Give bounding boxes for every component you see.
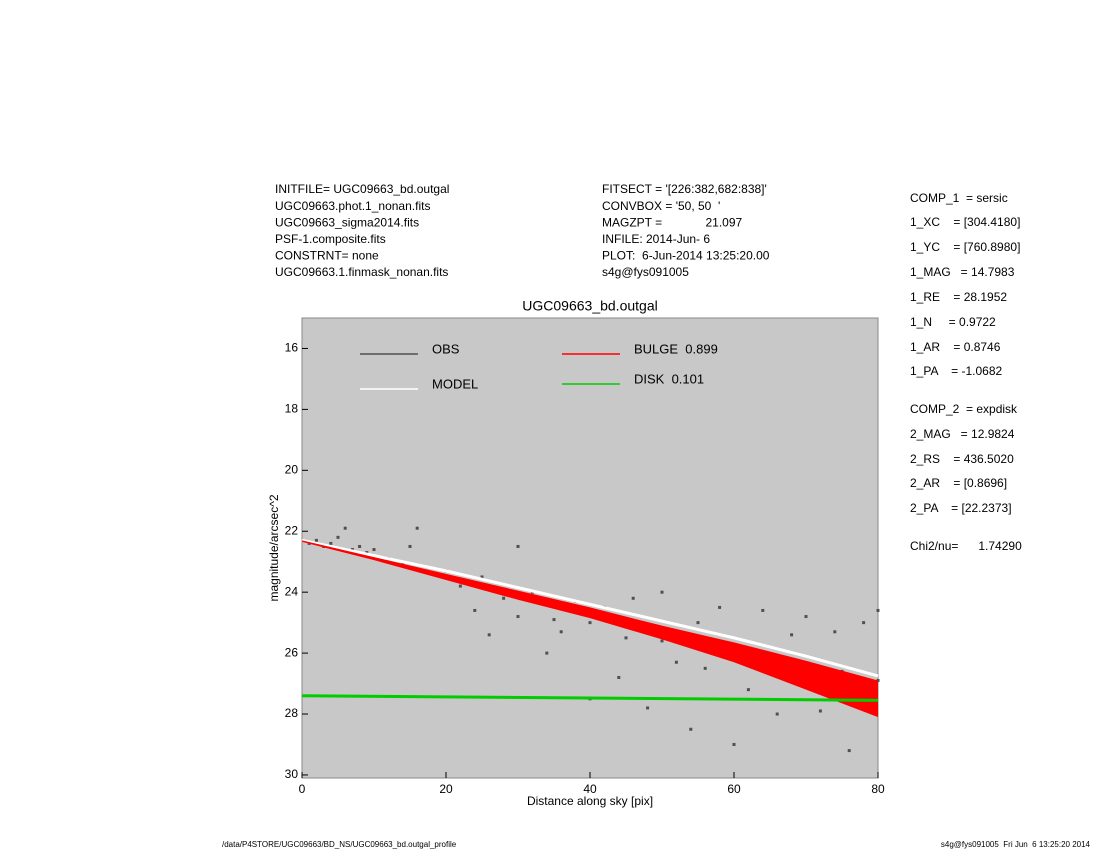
obs-point bbox=[624, 636, 628, 640]
obs-point bbox=[718, 605, 722, 609]
obs-point bbox=[876, 608, 880, 612]
obs-point bbox=[689, 727, 693, 731]
header-line: PLOT: 6-Jun-2014 13:25:20.00 bbox=[602, 249, 770, 263]
obs-point bbox=[329, 541, 333, 545]
obs-point bbox=[372, 548, 376, 552]
obs-point bbox=[746, 688, 750, 692]
obs-point bbox=[343, 526, 347, 530]
fit-parameter: 2_RS = 436.5020 bbox=[910, 452, 1014, 466]
obs-point bbox=[617, 675, 621, 679]
header-line: CONSTRNT= none bbox=[275, 249, 379, 263]
obs-point bbox=[516, 544, 520, 548]
fit-parameter: 1_AR = 0.8746 bbox=[910, 340, 1001, 354]
obs-point bbox=[833, 630, 837, 634]
y-tick-label: 30 bbox=[285, 767, 299, 781]
obs-point bbox=[696, 621, 700, 625]
obs-point bbox=[516, 615, 520, 619]
obs-point bbox=[818, 709, 822, 713]
obs-point bbox=[314, 538, 318, 542]
header-line: UGC09663.1.finmask_nonan.fits bbox=[275, 265, 448, 279]
fit-parameter: 1_N = 0.9722 bbox=[910, 315, 996, 329]
obs-point bbox=[588, 621, 592, 625]
obs-point bbox=[631, 596, 635, 600]
fit-parameter: 1_YC = [760.8980] bbox=[910, 240, 1020, 254]
x-tick-label: 40 bbox=[583, 782, 597, 796]
header-line: INITFILE= UGC09663_bd.outgal bbox=[275, 182, 449, 196]
header-line: UGC09663.phot.1_nonan.fits bbox=[275, 199, 430, 213]
header-line: UGC09663_sigma2014.fits bbox=[275, 215, 419, 229]
obs-point bbox=[703, 666, 707, 670]
obs-point bbox=[415, 526, 419, 530]
obs-point bbox=[545, 651, 549, 655]
obs-point bbox=[502, 596, 506, 600]
header-line: MAGZPT = 21.097 bbox=[602, 215, 742, 229]
x-tick-label: 20 bbox=[439, 782, 453, 796]
x-tick-label: 80 bbox=[871, 782, 885, 796]
fit-parameter: COMP_1 = sersic bbox=[910, 191, 1008, 205]
obs-point bbox=[790, 633, 794, 637]
x-tick-label: 0 bbox=[299, 782, 306, 796]
obs-point bbox=[862, 621, 866, 625]
obs-point bbox=[732, 742, 736, 746]
header-line: s4g@fys091005 bbox=[602, 265, 689, 279]
obs-point bbox=[847, 749, 851, 753]
obs-point bbox=[660, 639, 664, 643]
y-tick-label: 18 bbox=[285, 402, 299, 416]
y-tick-label: 22 bbox=[285, 523, 299, 537]
obs-point bbox=[674, 660, 678, 664]
fit-parameter: 2_AR = [0.8696] bbox=[910, 476, 1007, 490]
fit-parameter: 1_XC = [304.4180] bbox=[910, 215, 1020, 229]
header-line: FITSECT = '[226:382,682:838]' bbox=[602, 182, 767, 196]
legend-label: DISK 0.101 bbox=[634, 371, 704, 386]
fit-parameter: Chi2/nu= 1.74290 bbox=[910, 539, 1022, 553]
model-line bbox=[301, 538, 879, 678]
fit-parameter: 1_RE = 28.1952 bbox=[910, 290, 1007, 304]
y-tick-label: 20 bbox=[285, 462, 299, 476]
fit-parameter: 1_PA = -1.0682 bbox=[910, 364, 1003, 378]
obs-point bbox=[358, 544, 362, 548]
obs-point bbox=[761, 608, 765, 612]
x-tick-label: 60 bbox=[727, 782, 741, 796]
obs-point bbox=[804, 615, 808, 619]
y-tick-label: 26 bbox=[285, 645, 299, 659]
header-line: CONVBOX = '50, 50 ' bbox=[602, 199, 720, 213]
obs-point bbox=[480, 575, 484, 579]
obs-point bbox=[458, 584, 462, 588]
obs-point bbox=[646, 706, 650, 710]
y-axis-label: magnitude/arcsec^2 bbox=[267, 494, 281, 601]
header-line: PSF-1.composite.fits bbox=[275, 232, 386, 246]
footer-right: s4g@fys091005 Fri Jun 6 13:25:20 2014 bbox=[941, 840, 1091, 849]
obs-point bbox=[559, 630, 563, 634]
obs-point bbox=[473, 608, 477, 612]
x-axis-label: Distance along sky [pix] bbox=[527, 794, 653, 808]
obs-point bbox=[552, 618, 556, 622]
header-line: INFILE: 2014-Jun- 6 bbox=[602, 232, 710, 246]
model-line bbox=[301, 694, 879, 702]
plot-area bbox=[301, 317, 879, 779]
obs-point bbox=[775, 712, 779, 716]
y-tick-label: 16 bbox=[285, 341, 299, 355]
footer-left: /data/P4STORE/UGC09663/BD_NS/UGC09663_bd… bbox=[222, 840, 457, 849]
legend-label: OBS bbox=[432, 341, 460, 356]
fit-parameter: 2_MAG = 12.9824 bbox=[910, 427, 1015, 441]
fit-parameter: 2_PA = [22.2373] bbox=[910, 501, 1012, 515]
chart-title: UGC09663_bd.outgal bbox=[522, 298, 657, 314]
y-tick-label: 28 bbox=[285, 706, 299, 720]
obs-point bbox=[408, 544, 412, 548]
legend-label: BULGE 0.899 bbox=[634, 341, 718, 356]
legend-label: MODEL bbox=[432, 376, 478, 391]
fit-parameter: COMP_2 = expdisk bbox=[910, 402, 1018, 416]
y-tick-label: 24 bbox=[285, 584, 299, 598]
fit-parameter: 1_MAG = 14.7983 bbox=[910, 265, 1015, 279]
obs-point bbox=[336, 535, 340, 539]
obs-point bbox=[660, 590, 664, 594]
obs-point bbox=[487, 633, 491, 637]
